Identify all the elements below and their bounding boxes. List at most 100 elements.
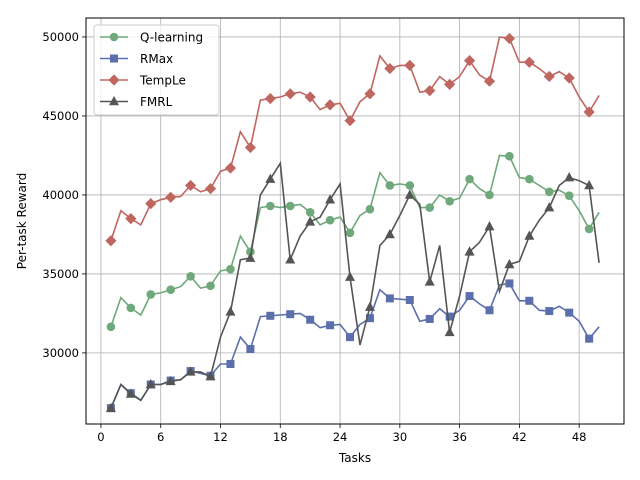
y-tick-label: 40000 [42, 188, 79, 202]
data-point-q-learning [206, 281, 215, 291]
data-point-temple [404, 59, 416, 71]
plot-frame [85, 17, 625, 425]
data-point-fmrl [125, 388, 136, 398]
data-point-q-learning [285, 201, 295, 211]
legend-marker-temple [108, 74, 120, 86]
x-tick-label: 12 [213, 430, 228, 444]
data-point-q-learning [445, 196, 454, 206]
data-point-q-learning [505, 151, 514, 161]
data-point-q-learning [186, 271, 195, 281]
data-point-q-learning [345, 228, 355, 238]
data-point-rmax [286, 310, 295, 319]
data-point-temple [483, 75, 496, 87]
x-tick-label: 48 [572, 430, 587, 444]
data-point-fmrl [524, 230, 535, 240]
series-q-learning [106, 151, 600, 332]
data-point-q-learning [584, 224, 594, 234]
data-point-temple [523, 56, 535, 68]
legend-marker-rmax [110, 54, 118, 63]
data-point-fmrl [285, 254, 296, 264]
grid [86, 18, 624, 424]
data-point-rmax [385, 294, 394, 303]
data-point-fmrl [404, 189, 415, 199]
data-point-q-learning [106, 322, 116, 332]
data-point-q-learning [425, 203, 435, 212]
data-point-q-learning [266, 201, 275, 211]
data-point-temple [364, 88, 376, 100]
data-point-fmrl [305, 216, 316, 226]
data-point-temple [463, 55, 476, 67]
data-point-fmrl [364, 301, 375, 311]
data-point-fmrl [464, 246, 475, 256]
data-point-q-learning [385, 181, 395, 190]
data-point-q-learning [525, 174, 534, 184]
ticks: 0 6 12 18 24 30 36 42 48 30000 35000 40000 45000 5000… [42, 30, 586, 444]
data-point-fmrl [504, 258, 515, 269]
data-point-q-learning [405, 181, 415, 190]
data-point-q-learning [126, 303, 136, 313]
data-point-q-learning [226, 264, 235, 274]
y-tick-label: 50000 [42, 30, 79, 44]
data-point-rmax [425, 314, 434, 323]
data-point-temple [543, 70, 555, 83]
y-axis-label: Per-task Reward [15, 173, 29, 269]
data-point-rmax [266, 311, 275, 320]
data-point-fmrl [165, 375, 176, 386]
data-point-temple [583, 106, 595, 118]
data-point-rmax [326, 321, 335, 330]
legend-marker-q-learning [109, 32, 119, 42]
data-point-fmrl [205, 371, 216, 381]
series-fmrl [105, 160, 600, 413]
data-point-rmax [505, 279, 514, 288]
data-point-temple [165, 191, 177, 203]
data-point-rmax [226, 359, 235, 368]
data-point-temple [145, 198, 157, 210]
data-point-temple [324, 99, 336, 111]
data-point-temple [344, 115, 356, 127]
x-tick-label: 0 [97, 430, 104, 444]
data-point-rmax [246, 344, 255, 353]
data-point-q-learning [564, 191, 574, 201]
legend-label-rmax: RMax [140, 52, 173, 66]
data-point-q-learning [166, 285, 175, 295]
data-point-q-learning [305, 208, 315, 217]
data-point-rmax [565, 308, 574, 317]
data-point-rmax [485, 306, 494, 315]
data-point-fmrl [384, 228, 395, 239]
legend-label-q-learning: Q-learning [140, 31, 203, 45]
data-point-rmax [445, 312, 454, 321]
data-point-q-learning [365, 204, 375, 214]
data-point-fmrl [225, 306, 236, 316]
data-point-q-learning [325, 215, 335, 225]
x-tick-label: 42 [512, 430, 527, 444]
x-axis-label: Tasks [338, 451, 371, 465]
data-point-q-learning [146, 290, 156, 299]
data-point-fmrl [544, 202, 555, 212]
data-point-temple [503, 32, 516, 45]
data-point-temple [264, 92, 276, 105]
data-point-q-learning [465, 174, 474, 184]
series-layer [105, 32, 600, 413]
data-point-rmax [365, 314, 374, 323]
data-point-temple [185, 179, 197, 192]
x-tick-label: 30 [393, 430, 408, 444]
data-point-fmrl [265, 173, 276, 183]
data-point-fmrl [345, 271, 356, 281]
data-point-q-learning [485, 190, 494, 200]
data-point-rmax [465, 292, 474, 301]
data-point-fmrl [185, 366, 196, 376]
data-point-temple [244, 141, 256, 154]
x-tick-label: 36 [452, 430, 467, 444]
data-point-temple [204, 183, 217, 195]
legend: Q-learning RMax TempLe FMRL [93, 24, 220, 116]
x-tick-label: 6 [157, 430, 164, 444]
data-point-rmax [525, 296, 534, 305]
data-point-fmrl [325, 194, 336, 204]
data-point-temple [284, 88, 296, 100]
data-point-rmax [306, 315, 315, 324]
legend-box [93, 24, 220, 116]
data-point-q-learning [544, 187, 554, 197]
data-point-fmrl [145, 379, 156, 389]
data-point-fmrl [484, 221, 495, 231]
